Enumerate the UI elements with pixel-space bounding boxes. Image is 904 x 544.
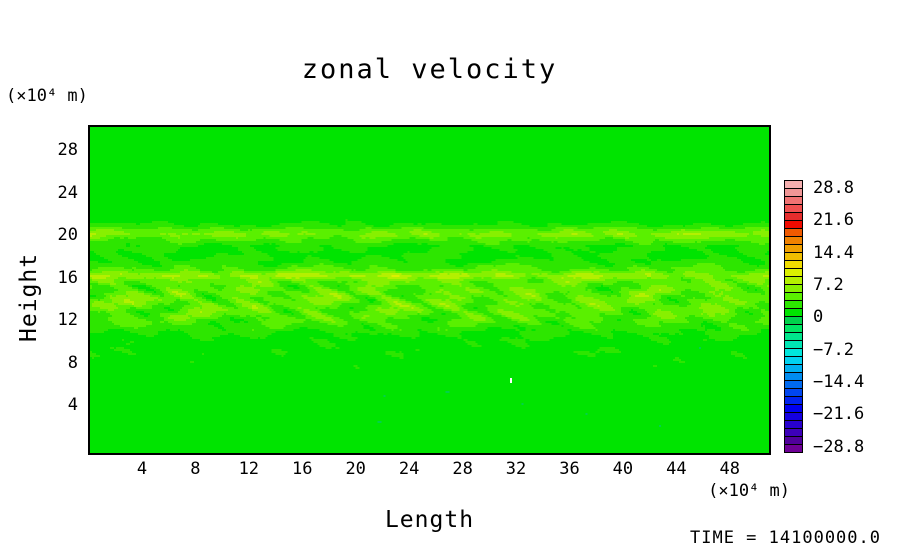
x-tick-label: 32 <box>505 459 527 479</box>
colorbar-tick-label: 21.6 <box>813 210 854 231</box>
y-tick-label: 16 <box>57 267 78 288</box>
y-tick-label: 12 <box>57 310 78 330</box>
heatmap-canvas <box>90 127 769 453</box>
y-axis-unit-label: (×10⁴ m) <box>6 86 88 106</box>
y-axis-title: Height <box>16 252 42 342</box>
x-tick-label: 16 <box>292 459 313 479</box>
colorbar <box>784 180 803 453</box>
page-title: zonal velocity <box>301 54 558 85</box>
y-tick-label: 28 <box>57 140 78 160</box>
colorbar-tick-label: 14.4 <box>813 242 854 263</box>
x-tick-label: 4 <box>136 459 148 479</box>
time-label: TIME = 14100000.0 <box>690 528 881 544</box>
colorbar-tick-label: 28.8 <box>813 178 854 198</box>
x-tick-label: 12 <box>238 459 260 479</box>
x-tick-label: 28 <box>452 459 473 479</box>
colorbar-tick-label: −21.6 <box>813 404 865 425</box>
colorbar-tick-label: −7.2 <box>813 339 854 360</box>
colorbar-tick-label: 7.2 <box>813 275 844 296</box>
x-axis-unit-label: (×10⁴ m) <box>708 481 790 501</box>
x-tick-label: 24 <box>398 459 420 479</box>
y-tick-label: 20 <box>57 225 78 245</box>
colorbar-tick-label: 0 <box>813 307 824 328</box>
x-tick-label: 20 <box>345 459 366 479</box>
colorbar-cell <box>784 444 803 453</box>
x-tick-label: 44 <box>666 459 687 479</box>
y-tick-label: 8 <box>67 352 78 373</box>
white-dot-artifact <box>510 378 512 383</box>
y-tick-label: 4 <box>67 395 78 415</box>
x-tick-label: 40 <box>612 459 634 479</box>
x-tick-label: 36 <box>559 459 580 479</box>
plot-area <box>88 125 771 455</box>
x-axis-title: Length <box>384 507 475 533</box>
colorbar-tick-label: −14.4 <box>813 372 865 393</box>
x-tick-label: 8 <box>190 459 201 479</box>
y-tick-label: 24 <box>57 182 78 203</box>
colorbar-tick-label: −28.8 <box>813 436 865 457</box>
x-tick-label: 48 <box>719 459 741 479</box>
